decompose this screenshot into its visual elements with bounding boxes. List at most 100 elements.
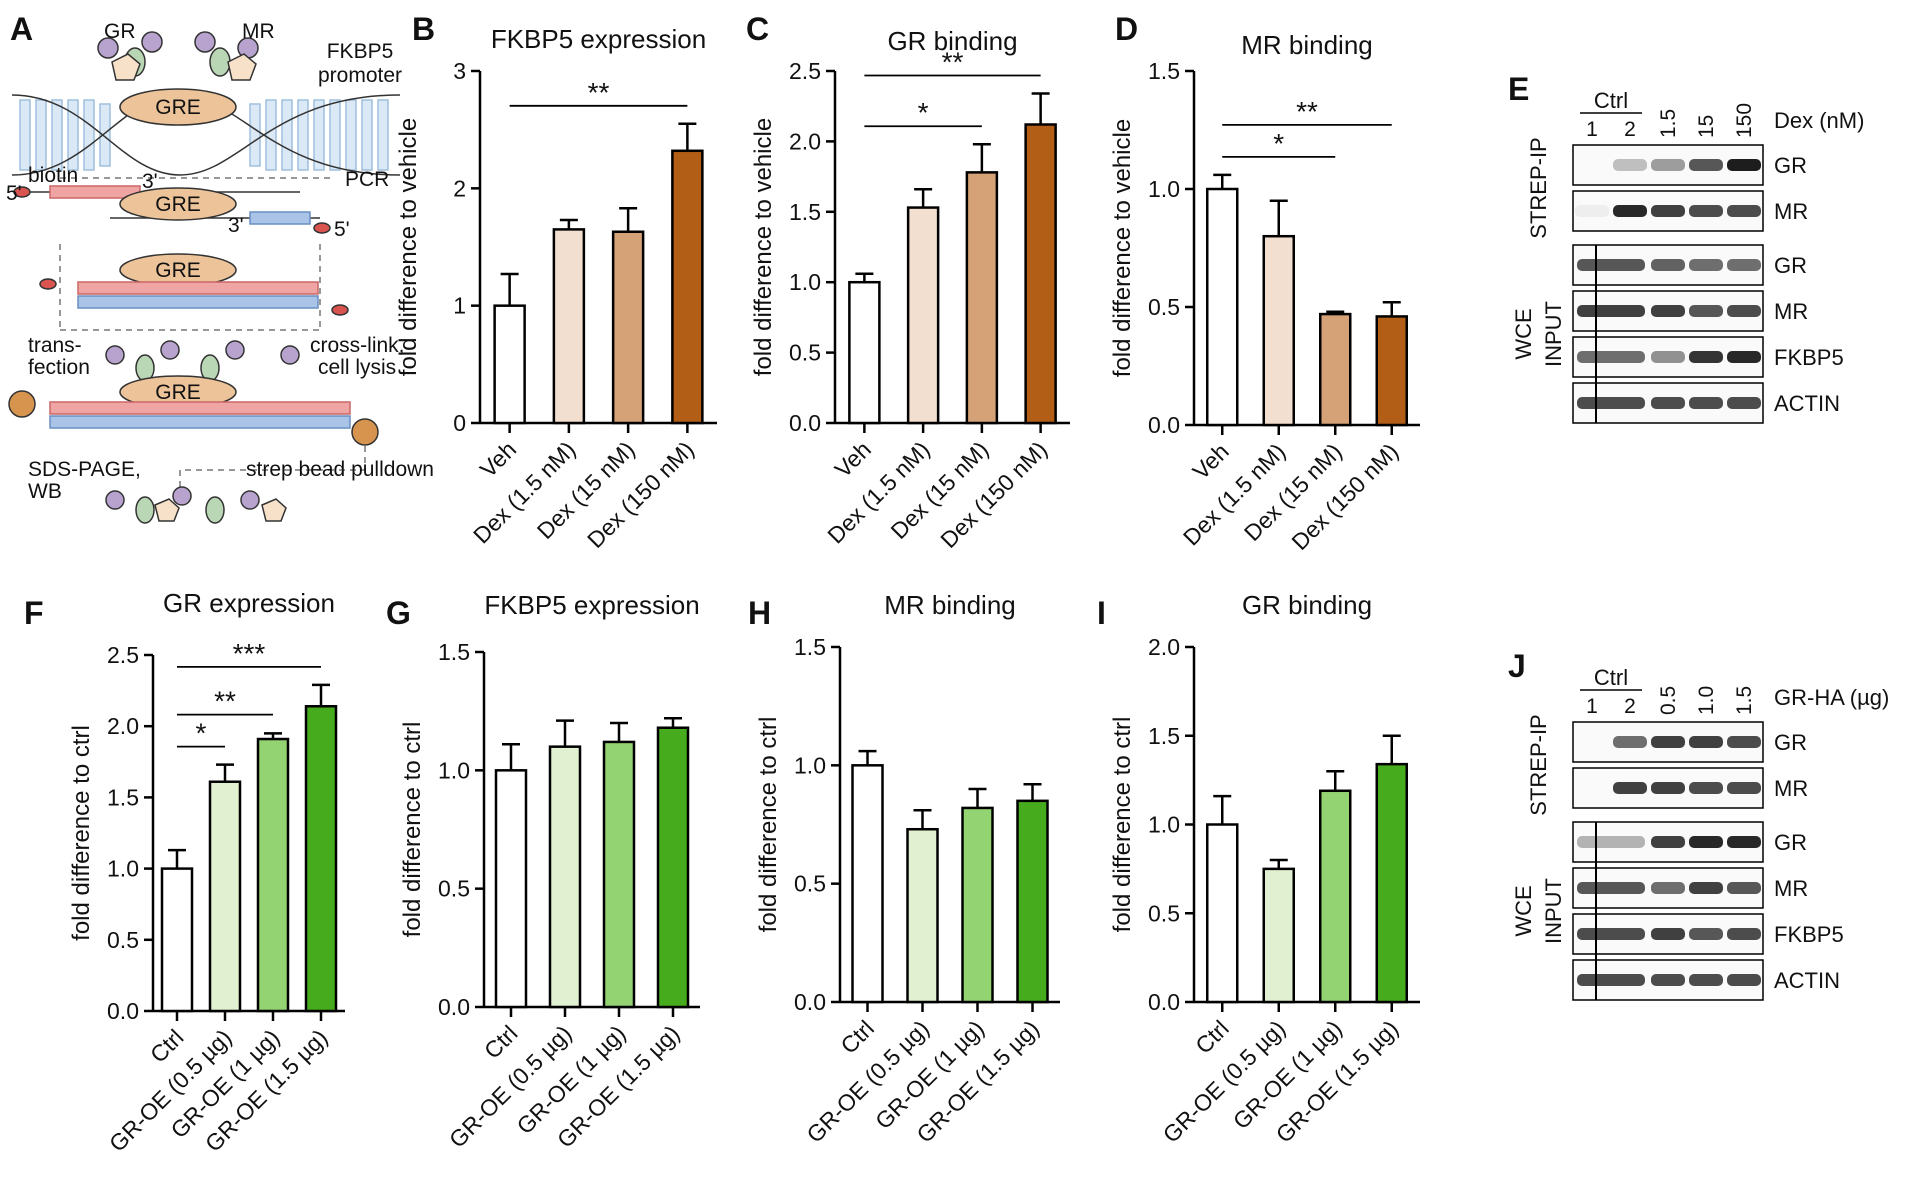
band [1689,882,1723,894]
control-label: Ctrl [1594,665,1628,690]
label: GRE [155,96,201,119]
lane-label: 2 [1624,118,1636,141]
y-tick-label: 0 [453,410,466,436]
bar [160,867,194,1013]
band [1577,928,1645,940]
chart-title: GR binding [1242,590,1372,620]
y-tick-label: 0.0 [438,994,470,1020]
treatment-label: GR-HA (µg) [1774,685,1889,710]
significance-label: * [918,97,929,128]
band [1727,397,1761,409]
label: GR [104,20,136,43]
panel-letter: E [1508,71,1529,107]
band [1577,305,1645,317]
y-tick-label: 2.0 [1148,634,1180,660]
row-label: MR [1774,299,1808,324]
y-axis-label: fold difference to ctrl [1109,717,1136,933]
bar [256,737,290,1013]
group-label: WCE [1511,308,1536,359]
y-tick-label: 0.5 [1148,294,1180,320]
panel-letter: F [24,595,44,631]
chart-title: GR expression [163,588,335,618]
y-tick-label: 0.5 [794,871,826,897]
significance-label: *** [233,638,266,669]
y-tick-label: 3 [453,58,466,84]
row-label: GR [1774,253,1807,278]
panel-letter: J [1508,648,1526,684]
significance-label: ** [1296,96,1318,127]
band [1727,928,1761,940]
label: promoter [318,64,402,87]
bar [965,171,999,425]
band [1577,397,1645,409]
y-tick-label: 1.0 [789,269,821,295]
y-tick-label: 1.0 [107,856,139,882]
band [1651,928,1685,940]
lane-label: 1.0 [1695,686,1718,715]
bar [906,206,940,425]
band [1651,159,1685,171]
y-axis-label: fold difference to ctrl [68,725,95,941]
chart-title: FKBP5 expression [491,24,706,54]
y-tick-label: 1.5 [1148,723,1180,749]
band [1613,736,1647,748]
label: GRE [155,259,201,282]
bar [1206,823,1239,1004]
label: fection [28,356,90,379]
label: 5' [6,182,22,205]
bar [656,726,690,1009]
row-label: MR [1774,199,1808,224]
x-tick-label: Ctrl [835,1015,879,1059]
y-tick-label: 2.0 [789,128,821,154]
y-tick-label: 2.5 [107,642,139,668]
label: GRE [155,381,201,404]
label: cross-link, [310,334,405,357]
x-tick-label: Veh [475,436,521,482]
row-label: FKBP5 [1774,345,1844,370]
band [1689,205,1723,217]
y-axis-label: fold difference to ctrl [399,722,426,938]
bar [304,705,338,1013]
band [1727,351,1761,363]
band [1727,782,1761,794]
treatment-label: Dex (nM) [1774,108,1864,133]
band [1727,836,1761,848]
y-tick-label: 1.5 [438,639,470,665]
band [1651,305,1685,317]
band [1651,397,1685,409]
band [1727,736,1761,748]
row-label: MR [1774,776,1808,801]
bar [1024,123,1057,425]
band [1651,974,1685,986]
band [1651,882,1685,894]
x-tick-label: Ctrl [1190,1015,1234,1059]
lane-label: 1.5 [1733,686,1756,715]
x-tick-label: Ctrl [479,1020,523,1064]
band [1689,159,1723,171]
band [1575,205,1609,217]
band [1727,974,1761,986]
bar [208,780,242,1013]
diagram-labels: A GR MR FKBP5 promoter GRE biotin PCR 5'… [6,11,434,503]
group-label: STREP-IP [1526,714,1551,815]
panel-letter: B [412,11,435,47]
lane-label: 1.5 [1657,109,1680,138]
y-tick-label: 0.5 [107,927,139,953]
y-tick-label: 0.5 [1148,900,1180,926]
band [1689,928,1723,940]
significance-label: ** [942,47,964,78]
bar [548,745,582,1009]
bar [602,740,636,1009]
y-axis-label: fold difference to vehicle [750,118,777,376]
label: PCR [345,168,389,191]
band [1577,351,1645,363]
significance-label: * [1273,128,1284,159]
control-label: Ctrl [1594,88,1628,113]
band [1613,205,1647,217]
band [1689,974,1723,986]
bar [851,764,884,1004]
lane-label: 150 [1733,103,1756,138]
band [1689,351,1723,363]
band [1727,305,1761,317]
y-tick-label: 1.0 [794,752,826,778]
